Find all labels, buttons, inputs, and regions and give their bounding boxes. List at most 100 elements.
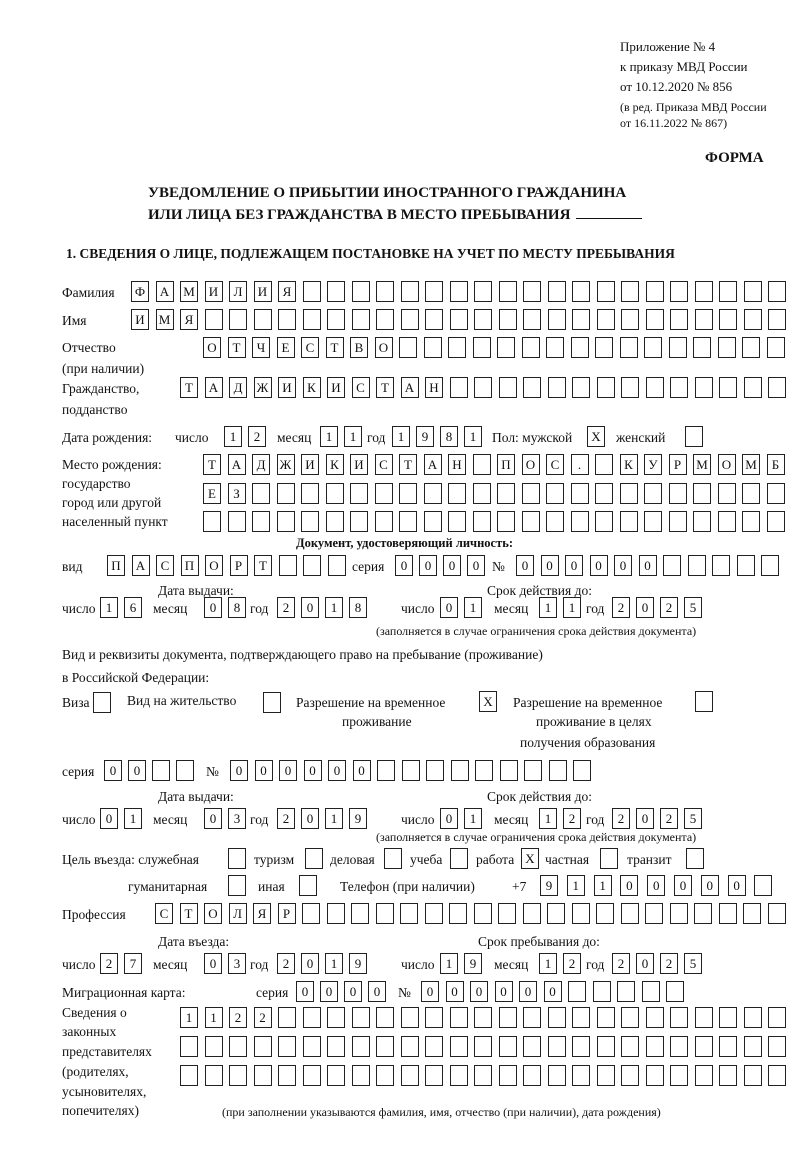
char-box[interactable]	[301, 511, 319, 532]
char-box[interactable]	[686, 848, 704, 869]
char-box[interactable]: X	[479, 691, 497, 712]
char-box[interactable]: О	[521, 454, 540, 475]
char-box[interactable]	[350, 511, 368, 532]
purpose-business-checkbox[interactable]	[384, 848, 403, 870]
char-box[interactable]: С	[546, 454, 564, 475]
char-box[interactable]	[351, 281, 370, 302]
char-box[interactable]: 5	[684, 953, 702, 974]
char-box[interactable]: 2	[660, 808, 678, 829]
char-box[interactable]: 1	[100, 597, 118, 618]
char-box[interactable]: 0	[440, 808, 458, 829]
char-box[interactable]	[351, 1036, 370, 1057]
char-box[interactable]: И	[350, 454, 368, 475]
char-box[interactable]	[768, 1065, 786, 1086]
char-box[interactable]	[449, 903, 467, 924]
char-box[interactable]	[523, 281, 541, 302]
char-box[interactable]	[668, 483, 687, 504]
char-box[interactable]	[767, 903, 786, 924]
char-box[interactable]: Ж	[253, 377, 272, 398]
char-box[interactable]: 1	[539, 808, 557, 829]
char-box[interactable]	[278, 1036, 296, 1057]
char-box[interactable]: X	[521, 848, 539, 869]
char-box[interactable]	[425, 1007, 443, 1028]
char-box[interactable]: 1	[320, 426, 338, 447]
char-box[interactable]	[645, 1036, 664, 1057]
char-box[interactable]: 0	[344, 981, 362, 1002]
birthplace-field-row3[interactable]	[203, 511, 786, 533]
char-box[interactable]	[425, 1036, 443, 1057]
char-box[interactable]	[546, 511, 564, 532]
char-box[interactable]	[670, 1065, 688, 1086]
char-box[interactable]	[327, 281, 345, 302]
char-box[interactable]: Д	[229, 377, 247, 398]
char-box[interactable]	[718, 903, 737, 924]
char-box[interactable]	[305, 848, 323, 869]
char-box[interactable]: И	[301, 454, 319, 475]
char-box[interactable]	[645, 1065, 664, 1086]
char-box[interactable]	[668, 511, 687, 532]
char-box[interactable]: Е	[203, 483, 221, 504]
char-box[interactable]	[376, 309, 394, 330]
char-box[interactable]	[498, 1065, 517, 1086]
char-box[interactable]: 0	[467, 555, 485, 576]
char-box[interactable]	[204, 309, 223, 330]
char-box[interactable]: 0	[445, 981, 464, 1002]
char-box[interactable]	[400, 1065, 419, 1086]
char-box[interactable]	[694, 903, 712, 924]
char-box[interactable]	[376, 1065, 394, 1086]
char-box[interactable]	[754, 875, 773, 896]
char-box[interactable]	[302, 281, 321, 302]
char-box[interactable]	[472, 483, 491, 504]
char-box[interactable]	[693, 483, 711, 504]
char-box[interactable]	[736, 555, 755, 576]
char-box[interactable]	[768, 309, 786, 330]
char-box[interactable]	[474, 1065, 492, 1086]
char-box[interactable]	[743, 281, 762, 302]
char-box[interactable]	[524, 760, 542, 781]
char-box[interactable]	[424, 903, 443, 924]
char-box[interactable]: 0	[230, 760, 248, 781]
char-box[interactable]: 1	[344, 426, 362, 447]
char-box[interactable]	[743, 903, 761, 924]
char-box[interactable]	[351, 903, 369, 924]
char-box[interactable]	[498, 1007, 517, 1028]
char-box[interactable]: 2	[612, 597, 630, 618]
char-box[interactable]	[693, 511, 711, 532]
char-box[interactable]: 0	[516, 555, 534, 576]
char-box[interactable]: 0	[638, 555, 657, 576]
char-box[interactable]: А	[155, 281, 174, 302]
char-box[interactable]	[376, 281, 394, 302]
char-box[interactable]	[327, 309, 345, 330]
char-box[interactable]	[203, 511, 221, 532]
purpose-tourism-checkbox[interactable]	[305, 848, 324, 870]
char-box[interactable]	[498, 309, 517, 330]
char-box[interactable]: Л	[229, 281, 247, 302]
char-box[interactable]	[253, 1065, 272, 1086]
purpose-other-checkbox[interactable]	[299, 875, 318, 897]
char-box[interactable]	[768, 1007, 786, 1028]
char-box[interactable]: 2	[100, 953, 118, 974]
char-box[interactable]: К	[619, 454, 638, 475]
char-box[interactable]	[377, 760, 395, 781]
char-box[interactable]	[617, 981, 635, 1002]
char-box[interactable]	[327, 555, 346, 576]
char-box[interactable]	[670, 281, 688, 302]
char-box[interactable]: 0	[352, 760, 371, 781]
char-box[interactable]	[595, 337, 613, 358]
char-box[interactable]: 2	[277, 597, 295, 618]
char-box[interactable]: 8	[440, 426, 458, 447]
char-box[interactable]: 0	[279, 760, 297, 781]
char-box[interactable]	[400, 309, 419, 330]
char-box[interactable]: Е	[276, 337, 295, 358]
char-box[interactable]: И	[278, 377, 296, 398]
purpose-work-checkbox[interactable]: X	[521, 848, 540, 870]
